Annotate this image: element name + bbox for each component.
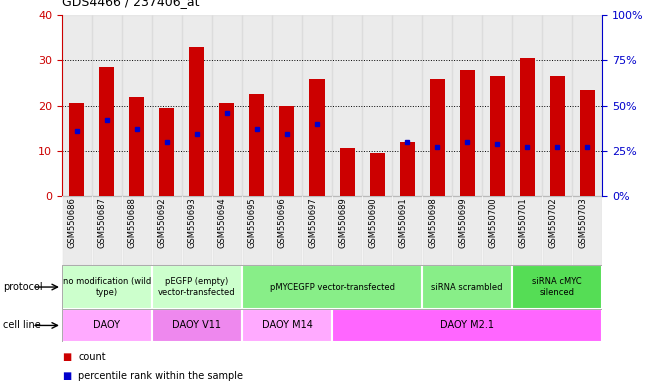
Bar [422, 196, 452, 265]
Text: GSM550695: GSM550695 [248, 197, 257, 248]
Text: count: count [78, 352, 105, 362]
Bar [512, 265, 602, 309]
Bar [430, 79, 445, 196]
Text: ■: ■ [62, 352, 71, 362]
Text: GSM550694: GSM550694 [218, 197, 227, 248]
Bar [512, 196, 542, 265]
Bar [309, 79, 324, 196]
Bar [422, 265, 512, 309]
Bar [340, 149, 355, 196]
Bar [242, 309, 332, 342]
Bar [182, 196, 212, 265]
Bar [490, 76, 505, 196]
Bar [279, 106, 294, 196]
Text: protocol: protocol [3, 282, 43, 292]
Text: pEGFP (empty)
vector-transfected: pEGFP (empty) vector-transfected [158, 277, 236, 297]
Text: GSM550701: GSM550701 [518, 197, 527, 248]
Bar [482, 196, 512, 265]
Bar [362, 15, 392, 196]
Bar [392, 15, 422, 196]
Bar [242, 196, 272, 265]
Text: GSM550693: GSM550693 [188, 197, 197, 248]
Bar [62, 309, 152, 342]
Bar [482, 15, 512, 196]
Bar [422, 15, 452, 196]
Bar [512, 15, 542, 196]
Bar [332, 15, 362, 196]
Bar [212, 196, 242, 265]
Text: siRNA scrambled: siRNA scrambled [432, 283, 503, 291]
Bar [452, 15, 482, 196]
Text: GSM550703: GSM550703 [578, 197, 587, 248]
Bar [272, 15, 302, 196]
Bar [579, 90, 594, 196]
Bar [122, 15, 152, 196]
Bar [242, 15, 272, 196]
Text: GSM550698: GSM550698 [428, 197, 437, 248]
Bar [92, 15, 122, 196]
Text: no modification (wild
type): no modification (wild type) [62, 277, 151, 297]
Bar [152, 15, 182, 196]
Text: DAOY V11: DAOY V11 [173, 320, 221, 331]
Text: GSM550689: GSM550689 [338, 197, 347, 248]
Text: pMYCEGFP vector-transfected: pMYCEGFP vector-transfected [270, 283, 395, 291]
Bar [332, 196, 362, 265]
Bar [152, 265, 242, 309]
Text: GDS4466 / 237406_at: GDS4466 / 237406_at [62, 0, 199, 8]
Bar [100, 67, 115, 196]
Bar [392, 196, 422, 265]
Bar [519, 58, 534, 196]
Text: GSM550702: GSM550702 [548, 197, 557, 248]
Bar [242, 265, 422, 309]
Text: GSM550700: GSM550700 [488, 197, 497, 248]
Text: ■: ■ [62, 371, 71, 381]
Text: GSM550690: GSM550690 [368, 197, 377, 248]
Bar [62, 196, 92, 265]
Bar [302, 15, 332, 196]
Bar [542, 15, 572, 196]
Text: GSM550692: GSM550692 [158, 197, 167, 248]
Text: GSM550697: GSM550697 [308, 197, 317, 248]
Bar [370, 153, 385, 196]
Bar [152, 309, 242, 342]
Text: GSM550687: GSM550687 [98, 197, 107, 248]
Bar [400, 142, 415, 196]
Text: GSM550688: GSM550688 [128, 197, 137, 248]
Text: DAOY M14: DAOY M14 [262, 320, 312, 331]
Bar [549, 76, 564, 196]
Bar [70, 103, 85, 196]
Text: GSM550691: GSM550691 [398, 197, 407, 248]
Bar [62, 265, 152, 309]
Bar [62, 15, 92, 196]
Text: GSM550696: GSM550696 [278, 197, 287, 248]
Text: GSM550686: GSM550686 [68, 197, 77, 248]
Text: DAOY M2.1: DAOY M2.1 [440, 320, 494, 331]
Text: percentile rank within the sample: percentile rank within the sample [78, 371, 243, 381]
Bar [130, 97, 145, 196]
Bar [302, 196, 332, 265]
Bar [189, 47, 204, 196]
Bar [572, 15, 602, 196]
Bar [92, 196, 122, 265]
Bar [272, 196, 302, 265]
Bar [249, 94, 264, 196]
Bar [182, 15, 212, 196]
Text: DAOY: DAOY [93, 320, 120, 331]
Bar [122, 196, 152, 265]
Bar [219, 103, 234, 196]
Bar [362, 196, 392, 265]
Bar [212, 15, 242, 196]
Bar [332, 309, 602, 342]
Bar [152, 196, 182, 265]
Bar [542, 196, 572, 265]
Text: cell line: cell line [3, 320, 41, 331]
Text: GSM550699: GSM550699 [458, 197, 467, 248]
Text: siRNA cMYC
silenced: siRNA cMYC silenced [533, 277, 582, 297]
Bar [452, 196, 482, 265]
Bar [572, 196, 602, 265]
Bar [159, 108, 174, 196]
Bar [460, 70, 475, 196]
